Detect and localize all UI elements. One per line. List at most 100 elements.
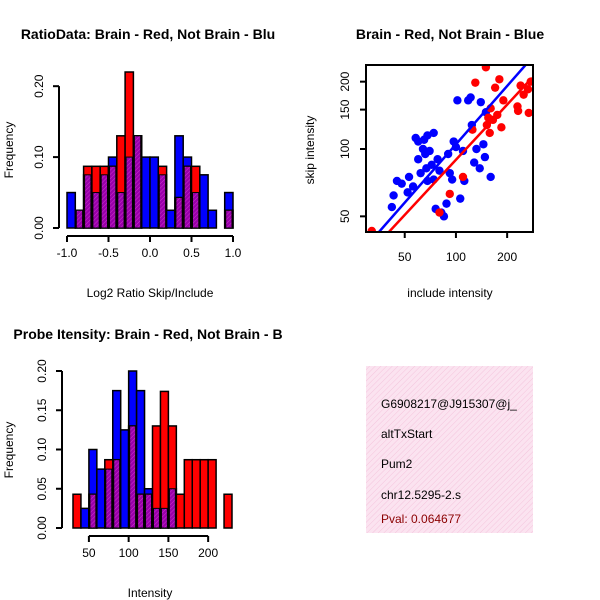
ratio-y-tick-label: 0.00 (32, 216, 46, 240)
scatter-point-brain (367, 226, 376, 231)
scatter-point-brain (481, 66, 491, 72)
scatter-point-notbrain (408, 182, 418, 191)
scatter-point-notbrain (389, 191, 398, 200)
intensity-scatter: Brain - Red, Not Brain - Blue include in… (303, 26, 544, 300)
ratio-bar-overlap (225, 209, 233, 229)
ratio-bar-overlap (75, 209, 84, 229)
scatter-point-brain (445, 189, 454, 199)
scatter-point-brain (523, 85, 532, 94)
scatter-point-notbrain (447, 175, 457, 184)
scatter-point-notbrain (475, 164, 484, 173)
intensity-bar-brain (159, 390, 170, 529)
scatter-point-notbrain (442, 199, 451, 208)
scatter-point-notbrain (456, 194, 465, 203)
ratio-x-tick-label: 0.5 (183, 246, 200, 260)
scatter-point-notbrain (387, 202, 397, 212)
intensity-histogram-xlabel: Intensity (128, 586, 173, 600)
intensity-x-tick-label: 100 (119, 546, 139, 560)
ratio-bar-notbrain (140, 156, 151, 229)
scatter-fit-line-brain (388, 77, 532, 231)
ratio-x-tick-label: -0.5 (98, 246, 119, 260)
scatter-point-notbrain (479, 140, 488, 149)
ratio-histogram-axes: -1.0 -0.5 0.0 0.5 1.0 0.00 0.10 0.20 (32, 74, 241, 260)
info-panel: G6908217@J915307@j_ altTxStart Pum2 chr1… (366, 366, 533, 533)
scatter-point-notbrain (480, 152, 490, 162)
scatter-point-notbrain (397, 179, 406, 188)
intensity-bar-overlap (105, 468, 113, 529)
intensity-bar-brain (191, 458, 201, 529)
ratio-histogram-bars (66, 71, 234, 229)
intensity-bar-overlap (168, 488, 176, 529)
scatter-point-notbrain (404, 172, 414, 182)
intensity-x-tick-label: 200 (198, 546, 218, 560)
scatter-point-notbrain (466, 93, 475, 102)
scatter-point-brain (471, 78, 480, 87)
ratio-bar-overlap (175, 197, 183, 229)
scatter-point-notbrain (453, 96, 462, 105)
info-pval: Pval: 0.064677 (381, 512, 461, 526)
ratio-bar-overlap (109, 165, 117, 229)
intensity-bar-brain (199, 458, 209, 529)
intensity-bar-overlap (113, 459, 121, 529)
intensity-histogram-title: Probe Itensity: Brain - Red, Not Brain -… (13, 326, 282, 342)
ratio-x-tick-label: 0.0 (142, 246, 159, 260)
scatter-point-notbrain (445, 168, 454, 178)
info-location: chr12.5295-2.s (381, 488, 461, 502)
scatter-axes: 50 100 200 50 100 150 200 (338, 71, 517, 264)
scatter-ylabel: skip intensity (303, 116, 317, 185)
info-probe-id: G6908217@J915307@j_ (381, 397, 517, 411)
scatter-xlabel: include intensity (407, 286, 492, 300)
intensity-bar-brain (175, 493, 186, 529)
scatter-point-brain (495, 75, 504, 84)
ratio-y-tick-label: 0.20 (32, 74, 46, 98)
info-event-type: altTxStart (381, 427, 433, 441)
ratio-bar-overlap (183, 165, 191, 229)
scatter-point-notbrain (435, 166, 444, 175)
scatter-point-notbrain (427, 160, 436, 169)
ratio-histogram-ylabel: Frequency (2, 122, 16, 179)
scatter-point-brain (497, 123, 506, 132)
scatter-point-notbrain (429, 128, 438, 138)
scatter-point-notbrain (416, 168, 425, 178)
scatter-x-tick-label: 200 (497, 250, 517, 264)
ratio-histogram-title: RatioData: Brain - Red, Not Brain - Blu (21, 26, 275, 42)
ratio-y-tick-label: 0.10 (32, 145, 46, 169)
intensity-bar-overlap (89, 493, 97, 529)
scatter-y-tick-label: 50 (338, 209, 352, 223)
intensity-y-tick-label: 0.10 (35, 437, 49, 461)
scatter-point-brain (490, 83, 500, 92)
scatter-point-notbrain (425, 146, 434, 156)
intensity-bar-notbrain (80, 507, 90, 529)
intensity-bar-brain (223, 493, 233, 529)
intensity-bar-brain (207, 458, 217, 529)
scatter-point-notbrain (476, 97, 485, 107)
intensity-y-tick-label: 0.15 (35, 398, 49, 422)
ratio-bar-overlap (117, 192, 125, 229)
intensity-y-tick-label: 0.00 (35, 516, 49, 540)
scatter-x-tick-label: 50 (398, 250, 412, 264)
info-panel-background (366, 366, 533, 533)
scatter-point-notbrain (472, 144, 481, 154)
info-gene: Pum2 (381, 457, 413, 471)
scatter-point-brain (458, 172, 468, 182)
scatter-point-brain (524, 108, 532, 118)
scatter-fit-line-notbrain (378, 66, 527, 231)
ratio-bar-notbrain (149, 156, 160, 229)
intensity-histogram-ylabel: Frequency (2, 422, 16, 479)
scatter-point-notbrain (403, 188, 412, 197)
intensity-bar-notbrain (119, 429, 130, 529)
scatter-y-tick-label: 150 (338, 99, 352, 119)
ratio-bar-overlap (100, 174, 108, 229)
ratio-bar-overlap (158, 174, 167, 229)
ratio-bar-overlap (192, 192, 200, 229)
ratio-bar-notbrain (165, 209, 176, 229)
ratio-bar-overlap (133, 135, 142, 229)
intensity-bar-notbrain (96, 468, 106, 529)
scatter-y-tick-label: 200 (338, 71, 352, 91)
ratio-bar-notbrain (66, 191, 77, 229)
intensity-x-tick-label: 150 (158, 546, 178, 560)
ratio-x-tick-label: 1.0 (225, 246, 242, 260)
scatter-point-notbrain (486, 172, 495, 182)
scatter-point-brain (513, 106, 523, 116)
